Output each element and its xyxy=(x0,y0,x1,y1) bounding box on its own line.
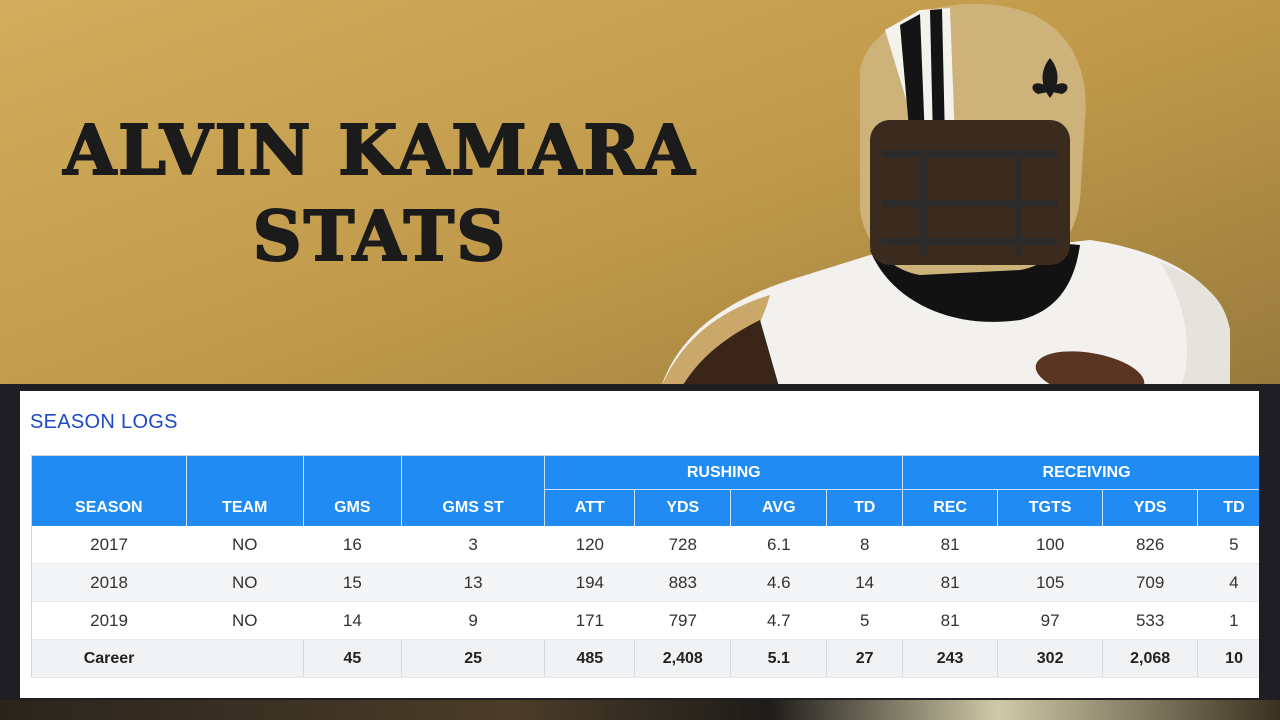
cell-career-label: Career xyxy=(31,639,187,678)
group-header-receiving: RECEIVING xyxy=(902,455,1259,490)
cell-season: 2019 xyxy=(31,601,187,640)
cell-rec-td: 4 xyxy=(1197,563,1259,602)
cell-rush-att: 120 xyxy=(544,526,635,564)
fleur-de-lis-icon xyxy=(1032,58,1068,98)
column-header-team[interactable]: TEAM xyxy=(186,455,304,526)
cell-rec-yds: 533 xyxy=(1102,601,1198,640)
cell-rush-att: 171 xyxy=(544,601,635,640)
column-header-rush-att[interactable]: ATT xyxy=(544,489,636,526)
cell-rush-yds: 2,408 xyxy=(634,639,732,678)
career-totals-row: Career 45 25 485 2,408 5.1 27 243 302 2,… xyxy=(31,639,1259,678)
cell-rec: 243 xyxy=(902,639,999,678)
cell-rec: 81 xyxy=(902,601,998,640)
column-header-gms-st[interactable]: GMS ST xyxy=(401,455,546,526)
cell-season: 2017 xyxy=(31,526,187,564)
cell-rush-td: 5 xyxy=(826,601,903,640)
cell-tgts: 100 xyxy=(997,526,1103,564)
cell-rec: 81 xyxy=(902,526,998,564)
cell-gms-st: 25 xyxy=(401,639,546,678)
cell-rec-td: 1 xyxy=(1197,601,1259,640)
table-row: 2018 NO 15 13 194 883 4.6 14 81 105 709 … xyxy=(31,563,1259,602)
column-header-rush-avg[interactable]: AVG xyxy=(730,489,828,526)
column-header-rush-yds[interactable]: YDS xyxy=(634,489,732,526)
cell-rush-td: 27 xyxy=(826,639,904,678)
cell-rush-td: 8 xyxy=(826,526,903,564)
cell-rush-avg: 4.7 xyxy=(730,601,827,640)
cell-gms: 14 xyxy=(303,601,402,640)
cell-team xyxy=(186,639,304,678)
cell-rush-avg: 6.1 xyxy=(730,526,827,564)
cell-tgts: 302 xyxy=(997,639,1104,678)
cell-gms-st: 13 xyxy=(401,563,545,602)
column-header-rec[interactable]: REC xyxy=(902,489,999,526)
cell-gms: 15 xyxy=(303,563,402,602)
cell-gms: 16 xyxy=(303,526,402,564)
cell-rush-avg: 4.6 xyxy=(730,563,827,602)
cell-rush-yds: 728 xyxy=(634,526,731,564)
football-player-image xyxy=(660,3,1230,390)
cell-rush-yds: 883 xyxy=(634,563,731,602)
cell-rush-avg: 5.1 xyxy=(730,639,828,678)
cell-season: 2018 xyxy=(31,563,187,602)
column-header-tgts[interactable]: TGTS xyxy=(997,489,1104,526)
stats-panel: SEASON LOGS SEASON TEAM GMS GMS ST RUSHI… xyxy=(20,391,1259,698)
cell-rec-yds: 826 xyxy=(1102,526,1198,564)
cell-rush-td: 14 xyxy=(826,563,903,602)
cell-rush-yds: 797 xyxy=(634,601,731,640)
cell-team: NO xyxy=(186,563,304,602)
group-header-rushing: RUSHING xyxy=(544,455,904,490)
cell-team: NO xyxy=(186,526,304,564)
background-strip xyxy=(0,698,1280,720)
cell-rec-yds: 709 xyxy=(1102,563,1198,602)
hero-title-line-1: ALVIN KAMARA xyxy=(62,110,697,192)
season-logs-table: SEASON TEAM GMS GMS ST RUSHING RECEIVING… xyxy=(31,455,1259,678)
hero-title: ALVIN KAMARA STATS xyxy=(60,108,700,280)
hero-title-line-2: STATS xyxy=(252,196,508,278)
column-header-rush-td[interactable]: TD xyxy=(826,489,904,526)
cell-gms-st: 9 xyxy=(401,601,545,640)
cell-rec: 81 xyxy=(902,563,998,602)
cell-gms-st: 3 xyxy=(401,526,545,564)
cell-gms: 45 xyxy=(303,639,402,678)
column-header-rec-td[interactable]: TD xyxy=(1197,489,1259,526)
section-title: SEASON LOGS xyxy=(30,411,178,433)
column-header-rec-yds[interactable]: YDS xyxy=(1102,489,1199,526)
cell-rec-td: 5 xyxy=(1197,526,1259,564)
cell-tgts: 105 xyxy=(997,563,1103,602)
column-header-season[interactable]: SEASON xyxy=(31,455,187,526)
cell-rush-att: 485 xyxy=(544,639,636,678)
table-row: 2017 NO 16 3 120 728 6.1 8 81 100 826 5 xyxy=(31,526,1259,564)
column-header-gms[interactable]: GMS xyxy=(303,455,402,526)
cell-tgts: 97 xyxy=(997,601,1103,640)
cell-rush-att: 194 xyxy=(544,563,635,602)
cell-rec-td: 10 xyxy=(1197,639,1259,678)
table-row: 2019 NO 14 9 171 797 4.7 5 81 97 533 1 xyxy=(31,601,1259,640)
cell-rec-yds: 2,068 xyxy=(1102,639,1199,678)
cell-team: NO xyxy=(186,601,304,640)
